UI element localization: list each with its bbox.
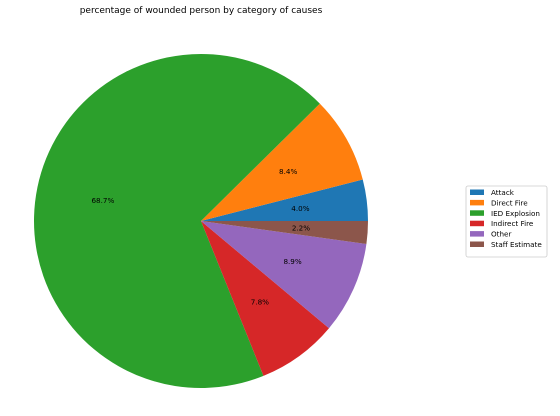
- chart-title: percentage of wounded person by category…: [80, 6, 323, 16]
- legend-label: Indirect Fire: [491, 219, 534, 228]
- pct-label: 2.2%: [292, 223, 310, 232]
- pie-slice-other: [201, 221, 367, 329]
- legend-label: Attack: [491, 188, 515, 197]
- pct-label: 68.7%: [91, 196, 114, 205]
- legend-label: Direct Fire: [491, 198, 528, 207]
- legend-swatch: [470, 241, 484, 247]
- legend-swatch: [470, 199, 484, 206]
- pie-slice-indirect-fire: [201, 221, 330, 376]
- percent-labels: 4.0% 8.4% 68.7% 7.8% 8.9% 2.2%: [91, 167, 310, 306]
- legend-box: [465, 185, 548, 258]
- pie-slices: [33, 54, 368, 388]
- legend-swatch: [470, 189, 484, 195]
- legend-label: Other: [491, 230, 511, 239]
- legend-label: IED Explosion: [491, 209, 540, 218]
- pct-label: 7.8%: [251, 298, 269, 307]
- pie-slice-ied-explosion: [33, 54, 320, 388]
- pct-label: 8.9%: [283, 257, 301, 266]
- pie-slice-attack: [201, 179, 368, 221]
- legend-swatch: [470, 220, 484, 227]
- legend-swatch: [470, 210, 484, 216]
- pct-label: 4.0%: [291, 204, 309, 213]
- pie-slice-staff-estimate: [201, 221, 368, 245]
- legend-swatch: [470, 231, 484, 237]
- pie-slice-direct-fire: [201, 103, 363, 221]
- legend-label: Staff Estimate: [491, 240, 542, 249]
- pct-label: 8.4%: [279, 167, 297, 176]
